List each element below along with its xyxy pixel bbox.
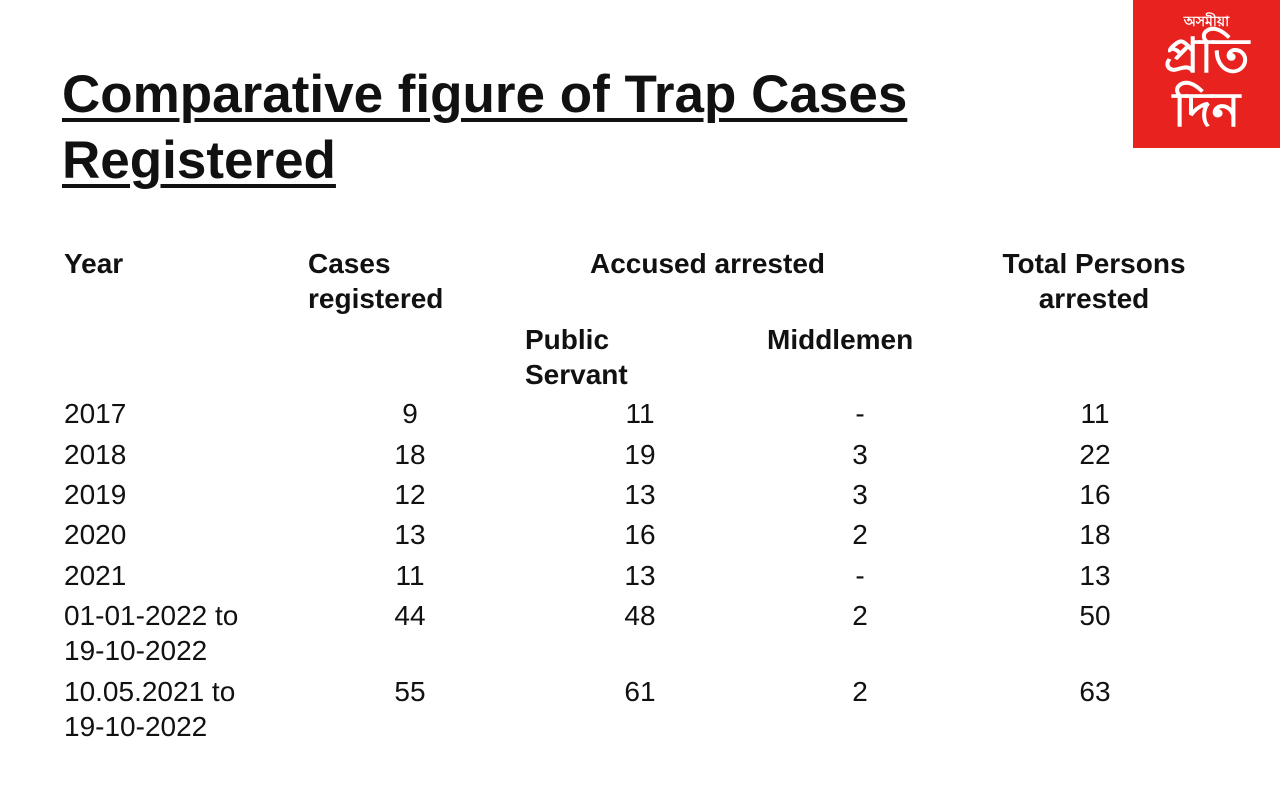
cell-year: 2021 <box>64 560 127 591</box>
header-cases-registered: Cases registered <box>308 248 444 314</box>
cell-public-servant: 61 <box>624 676 656 707</box>
cell-year: 01-01-2022 to 19-10-2022 <box>64 600 239 666</box>
cell-cases: 12 <box>394 479 426 510</box>
cell-cases: 18 <box>394 439 426 470</box>
cell-middlemen: - <box>855 398 865 429</box>
cell-cases: 11 <box>395 560 425 591</box>
cell-public-servant: 13 <box>624 479 656 510</box>
cell-year: 2017 <box>64 398 127 429</box>
cell-total: 50 <box>1079 600 1111 631</box>
brand-logo: অসমীয়া প্রতি দিন <box>1133 0 1280 148</box>
cell-cases: 9 <box>402 398 418 429</box>
cell-public-servant: 48 <box>624 600 656 631</box>
header-public-servant: Public Servant <box>525 324 628 390</box>
cell-year: 10.05.2021 to 19-10-2022 <box>64 676 236 742</box>
cell-public-servant: 16 <box>624 519 656 550</box>
cell-middlemen: 2 <box>852 600 868 631</box>
cell-year: 2018 <box>64 439 127 470</box>
cell-middlemen: 2 <box>852 676 868 707</box>
cell-total: 22 <box>1079 439 1111 470</box>
cell-cases: 55 <box>394 676 426 707</box>
cell-middlemen: 3 <box>852 439 868 470</box>
cell-middlemen: 3 <box>852 479 868 510</box>
cell-cases: 44 <box>394 600 426 631</box>
cell-middlemen: 2 <box>852 519 868 550</box>
logo-small-text: অসমীয়া <box>1183 13 1230 29</box>
cell-year: 2019 <box>64 479 127 510</box>
header-accused-arrested: Accused arrested <box>590 248 826 279</box>
logo-big-text: প্রতি দিন <box>1163 30 1250 137</box>
cell-total: 63 <box>1079 676 1111 707</box>
cell-public-servant: 13 <box>624 560 656 591</box>
cell-year: 2020 <box>64 519 127 550</box>
cell-public-servant: 19 <box>624 439 656 470</box>
page-title-text: Comparative figure of Trap Cases Registe… <box>62 65 908 190</box>
header-year: Year <box>64 248 124 279</box>
cell-total: 16 <box>1079 479 1111 510</box>
cell-middlemen: - <box>855 560 865 591</box>
header-middlemen: Middlemen <box>767 324 914 355</box>
cell-total: 13 <box>1079 560 1111 591</box>
cell-total: 18 <box>1079 519 1111 550</box>
header-total-persons-arrested: Total Persons arrested <box>1002 248 1186 314</box>
cell-total: 11 <box>1080 398 1110 429</box>
page-title: Comparative figure of Trap Cases Registe… <box>62 62 1122 194</box>
cell-cases: 13 <box>394 519 426 550</box>
cell-public-servant: 11 <box>625 398 655 429</box>
